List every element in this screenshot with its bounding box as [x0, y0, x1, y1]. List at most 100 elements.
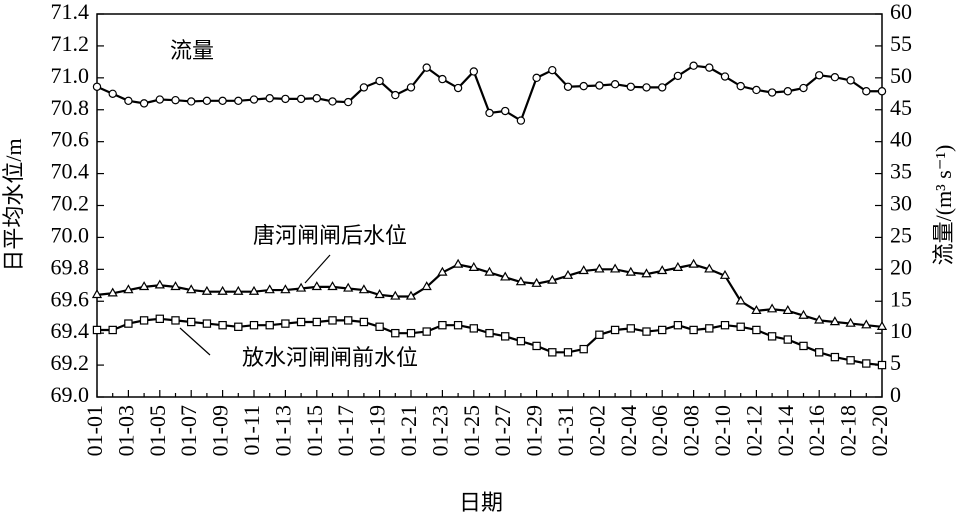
point [642, 83, 651, 92]
point [626, 82, 636, 91]
x-tick-label: 01-25 [459, 405, 484, 456]
point [705, 63, 714, 72]
y-tick-label: 71.0 [51, 63, 90, 88]
point [814, 314, 825, 324]
leader-line [179, 327, 211, 356]
point [264, 284, 275, 294]
point [375, 322, 384, 331]
point [344, 316, 353, 325]
point [343, 282, 354, 292]
point [437, 266, 448, 276]
point [720, 72, 730, 81]
point [563, 82, 573, 91]
point [171, 95, 180, 105]
point [877, 87, 887, 96]
point [830, 72, 840, 82]
x-tick-label: 01-19 [365, 405, 390, 456]
point [610, 80, 620, 89]
point [562, 269, 574, 279]
x-tick-label: 01-05 [145, 405, 170, 456]
point [814, 348, 824, 357]
y2-tick-label: 50 [890, 63, 912, 88]
point [846, 76, 855, 85]
y-tick-label: 69.8 [51, 254, 90, 279]
point [170, 281, 181, 291]
point [92, 325, 102, 335]
x-tick-label: 01-13 [270, 405, 295, 456]
y2-tick-label: 15 [890, 286, 912, 311]
point [846, 356, 855, 365]
y-tick-label: 71.4 [51, 0, 90, 24]
point [594, 263, 605, 273]
point [485, 108, 494, 118]
point [736, 322, 745, 331]
series-annotation: 唐河闸闸后水位 [253, 223, 407, 248]
point [767, 332, 777, 341]
x-tick-label: 01-17 [333, 405, 358, 456]
x-tick-label: 02-18 [836, 405, 861, 456]
point [217, 285, 228, 295]
point [234, 322, 243, 331]
point [249, 95, 259, 104]
point [877, 360, 887, 370]
point [92, 82, 102, 91]
point [422, 327, 431, 336]
point [359, 317, 369, 327]
x-tick-label: 02-08 [679, 405, 704, 456]
x-tick-label: 02-10 [710, 405, 735, 456]
point [783, 87, 793, 96]
point [248, 285, 260, 295]
x-tick-label: 02-20 [867, 405, 892, 456]
point [155, 95, 164, 104]
y-tick-label: 69.6 [51, 286, 90, 311]
point [548, 348, 557, 357]
y-tick-label: 70.4 [51, 159, 90, 184]
point [233, 285, 244, 295]
y2-axis-label: 流量/(m³ s⁻¹) [931, 145, 956, 266]
point [138, 281, 150, 291]
point [201, 285, 213, 295]
point [579, 81, 588, 91]
point [799, 83, 808, 93]
y2-tick-label: 30 [890, 191, 912, 216]
point [595, 81, 604, 90]
point [861, 319, 872, 329]
point [374, 289, 385, 299]
point [202, 319, 212, 328]
point [579, 344, 588, 354]
y-axis-label: 日平均水位/m [1, 138, 26, 271]
point [234, 96, 243, 106]
point [845, 317, 856, 327]
x-tick-label: 01-21 [396, 405, 421, 456]
point [139, 316, 149, 325]
point [609, 263, 621, 273]
point [641, 268, 652, 278]
point [328, 97, 337, 106]
y2-tick-label: 25 [890, 222, 912, 247]
point [704, 263, 715, 273]
point [218, 320, 227, 330]
point [799, 341, 808, 351]
x-tick-label: 01-31 [553, 405, 578, 456]
point [532, 73, 541, 83]
point [862, 359, 871, 368]
x-tick-label: 01-01 [82, 405, 107, 456]
point [296, 94, 306, 104]
point [862, 87, 871, 96]
point [657, 265, 668, 275]
point [516, 116, 526, 125]
point [468, 261, 479, 271]
x-axis-label: 日期 [459, 490, 503, 515]
y2-tick-label: 10 [890, 318, 912, 343]
point [547, 274, 558, 284]
point [672, 261, 684, 271]
series-annotation: 流量 [170, 38, 214, 63]
point [610, 325, 620, 335]
point [421, 281, 432, 291]
point [281, 319, 290, 328]
x-tick-label: 02-04 [616, 405, 641, 456]
point [500, 271, 511, 281]
y2-tick-label: 20 [890, 254, 912, 279]
point [295, 282, 307, 292]
point [124, 96, 133, 106]
